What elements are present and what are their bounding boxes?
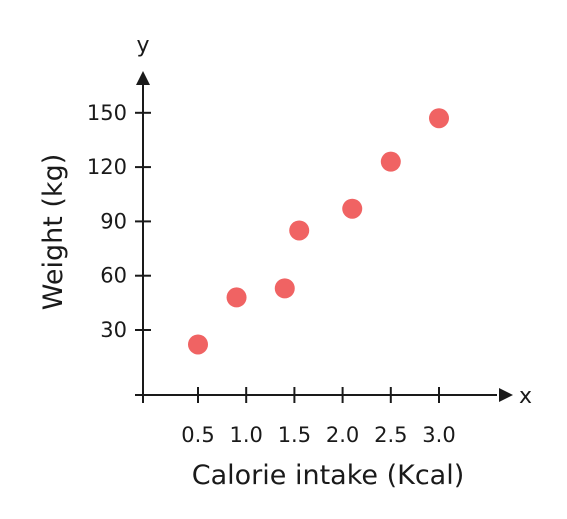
y-axis-arrow xyxy=(136,71,150,85)
x-axis-title: Calorie intake (Kcal) xyxy=(192,460,465,491)
x-axis-letter: x xyxy=(519,384,532,409)
data-points xyxy=(188,108,449,355)
y-axis-letter: y xyxy=(136,33,149,58)
data-point xyxy=(289,220,310,241)
x-tick-label: 0.5 xyxy=(181,423,214,447)
x-tick-label: 2.5 xyxy=(374,423,407,447)
y-tick-label: 60 xyxy=(100,264,127,288)
x-tick-label: 3.0 xyxy=(422,423,455,447)
data-point xyxy=(226,287,247,308)
x-axis-ticks: 0.5 1.0 1.5 2.0 2.5 3.0 xyxy=(181,387,456,447)
data-point xyxy=(342,198,363,219)
x-tick-label: 1.5 xyxy=(278,423,311,447)
data-point xyxy=(274,278,295,299)
y-tick-label: 150 xyxy=(87,101,127,125)
x-tick-label: 2.0 xyxy=(326,423,359,447)
y-tick-label: 90 xyxy=(100,209,127,233)
y-tick-label: 120 xyxy=(87,155,127,179)
data-point xyxy=(429,108,449,129)
y-axis-ticks: 30 60 90 120 150 xyxy=(87,101,151,342)
data-point xyxy=(380,151,401,172)
y-axis-title: Weight (kg) xyxy=(38,154,69,311)
x-tick-label: 1.0 xyxy=(229,423,262,447)
data-point xyxy=(188,334,208,355)
y-tick-label: 30 xyxy=(100,318,127,342)
x-axis-arrow xyxy=(499,388,513,402)
